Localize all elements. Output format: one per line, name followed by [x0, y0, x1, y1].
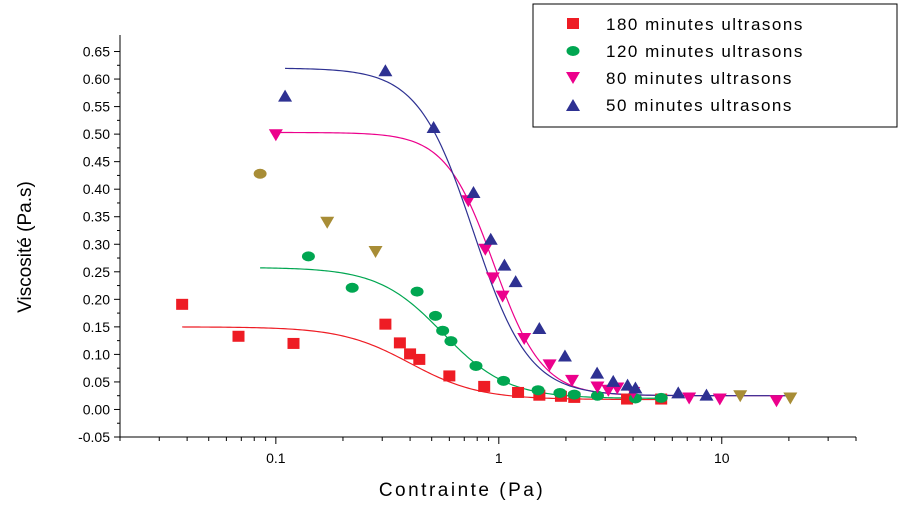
data-point — [532, 322, 546, 334]
y-tick-label: 0.45 — [83, 154, 110, 170]
data-point — [509, 275, 523, 287]
legend-entry-label: 120 minutes ultrasons — [606, 42, 804, 61]
data-point — [783, 392, 797, 404]
data-point — [532, 385, 545, 395]
legend-entry-label: 80 minutes ultrasons — [606, 69, 793, 88]
data-point — [269, 129, 283, 141]
data-point — [497, 376, 510, 386]
fit-curve — [271, 133, 789, 396]
x-axis-label: Contrainte (Pa) — [379, 480, 545, 501]
data-point — [287, 338, 299, 349]
y-tick-label: 0.25 — [83, 264, 110, 280]
data-point — [606, 375, 620, 387]
y-tick-label: 0.35 — [83, 209, 110, 225]
data-point — [379, 319, 391, 330]
y-tick-label: 0.55 — [83, 99, 110, 115]
data-point — [278, 90, 292, 102]
data-point — [558, 349, 572, 361]
data-point — [497, 259, 511, 271]
data-point — [568, 390, 581, 400]
data-point — [486, 272, 500, 284]
data-point — [466, 186, 480, 198]
y-tick-label: 0.40 — [83, 181, 110, 197]
data-point — [655, 393, 668, 403]
legend-marker — [567, 46, 580, 56]
data-point — [553, 388, 566, 398]
data-point — [444, 336, 457, 346]
y-tick-label: 0.20 — [83, 291, 110, 307]
fit-curve — [260, 268, 662, 398]
x-tick-label: 0.1 — [266, 450, 286, 466]
legend-marker — [567, 18, 579, 29]
data-point — [699, 389, 713, 401]
y-tick-label: 0.05 — [83, 374, 110, 390]
data-point — [512, 387, 524, 398]
data-point — [369, 246, 383, 258]
data-point — [436, 326, 449, 336]
data-point — [429, 311, 442, 321]
data-point — [254, 169, 267, 179]
y-tick-label: 0.10 — [83, 346, 110, 362]
data-point — [302, 251, 315, 261]
legend: 180 minutes ultrasons 120 minutes ultraso… — [533, 4, 897, 127]
x-tick-label: 1 — [495, 450, 503, 466]
legend-entry-label: 50 minutes ultrasons — [606, 96, 793, 115]
data-point — [346, 283, 359, 293]
data-point — [443, 370, 455, 381]
data-point — [590, 367, 604, 379]
legend-entry-label: 180 minutes ultrasons — [606, 15, 804, 34]
data-point — [770, 395, 784, 407]
y-tick-label: 0.65 — [83, 44, 110, 60]
x-tick-label: 10 — [714, 450, 730, 466]
y-tick-label: 0.60 — [83, 71, 110, 87]
data-point — [682, 392, 696, 404]
data-point — [671, 386, 685, 398]
data-point — [478, 381, 490, 392]
y-tick-label: 0.50 — [83, 126, 110, 142]
y-axis-label: Viscosité (Pa.s) — [15, 181, 36, 313]
y-tick-label: 0.30 — [83, 236, 110, 252]
data-point — [543, 359, 557, 371]
y-tick-label: -0.05 — [78, 429, 110, 445]
data-point — [484, 233, 498, 245]
y-tick-label: 0.00 — [83, 401, 110, 417]
data-point — [378, 64, 392, 76]
y-tick-label: 0.15 — [83, 319, 110, 335]
data-point — [713, 394, 727, 406]
data-point — [176, 299, 188, 310]
data-point — [469, 361, 482, 371]
data-point — [394, 337, 406, 348]
data-point — [411, 287, 424, 297]
data-point — [232, 331, 244, 342]
data-point — [320, 217, 334, 229]
data-point — [413, 354, 425, 365]
